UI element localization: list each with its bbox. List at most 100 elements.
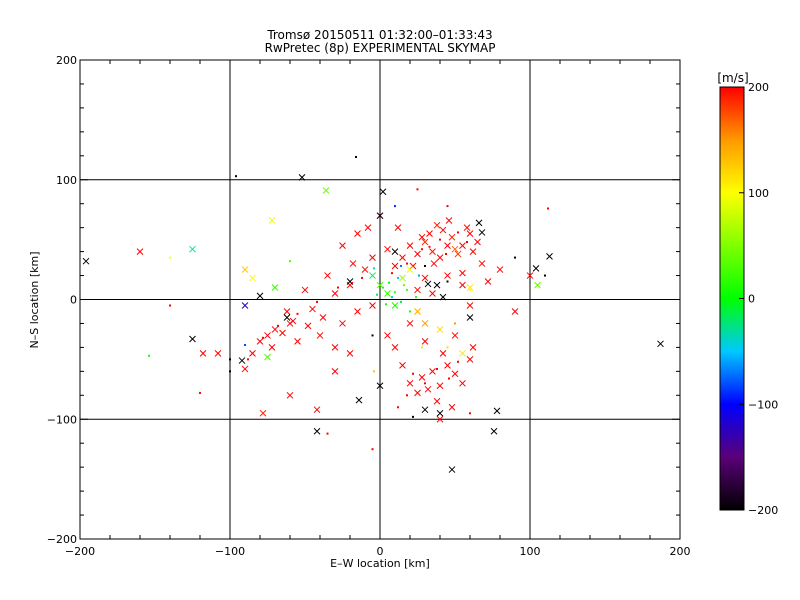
point-x-marker bbox=[313, 427, 321, 435]
point-x-stroke bbox=[346, 278, 354, 285]
point-x-stroke bbox=[430, 260, 438, 267]
point-dot-marker bbox=[446, 205, 449, 208]
point-x-stroke bbox=[421, 238, 429, 246]
point-x-stroke bbox=[399, 362, 406, 369]
point-x-stroke bbox=[424, 385, 432, 393]
point-dot-marker bbox=[421, 346, 423, 349]
point-x-stroke bbox=[433, 281, 441, 289]
x-tick-labels: −200 −100 0 100 200 bbox=[65, 545, 691, 558]
point-dot-marker bbox=[394, 291, 396, 294]
point-x-marker bbox=[418, 233, 426, 241]
point-x-marker bbox=[384, 290, 391, 297]
point-x-stroke bbox=[241, 302, 249, 309]
point-x-stroke bbox=[298, 174, 306, 181]
point-dot-marker bbox=[421, 248, 423, 251]
point-dot-marker bbox=[388, 281, 390, 284]
point-x-stroke bbox=[493, 407, 501, 415]
data-points bbox=[82, 155, 664, 473]
point-x-marker bbox=[331, 290, 339, 297]
point-x-stroke bbox=[391, 302, 399, 309]
point-x-stroke bbox=[534, 281, 541, 289]
point-x-marker bbox=[436, 409, 444, 417]
point-x-stroke bbox=[478, 260, 486, 267]
colorbar-tick-label: 100 bbox=[748, 187, 769, 200]
point-dot-marker bbox=[376, 293, 378, 296]
point-x-stroke bbox=[429, 248, 436, 255]
point-dot-marker bbox=[385, 303, 387, 306]
point-x-marker bbox=[421, 406, 429, 414]
point-x-stroke bbox=[361, 266, 369, 273]
point-dot-marker bbox=[547, 207, 549, 210]
point-dot-marker bbox=[316, 300, 318, 303]
point-x-marker bbox=[346, 278, 354, 285]
point-dot-marker bbox=[446, 280, 449, 283]
y-tick-label: 100 bbox=[56, 174, 77, 187]
point-x-marker bbox=[478, 260, 486, 267]
point-x-stroke bbox=[490, 427, 498, 435]
point-x-marker bbox=[421, 338, 429, 345]
point-x-stroke bbox=[271, 326, 279, 333]
point-x-stroke bbox=[376, 382, 384, 390]
point-x-marker bbox=[436, 382, 444, 390]
point-x-marker bbox=[399, 254, 406, 261]
point-x-marker bbox=[214, 350, 222, 357]
point-x-stroke bbox=[466, 284, 474, 291]
point-x-stroke bbox=[414, 308, 421, 315]
point-dot-marker bbox=[169, 304, 171, 307]
y-tick-label: 0 bbox=[70, 294, 77, 307]
point-x-marker bbox=[459, 379, 466, 387]
point-dot-marker bbox=[544, 274, 546, 277]
point-x-marker bbox=[429, 248, 436, 255]
point-x-stroke bbox=[391, 262, 399, 270]
axis-ticks bbox=[79, 59, 681, 540]
point-x-stroke bbox=[421, 338, 429, 345]
point-x-stroke bbox=[496, 266, 504, 273]
point-x-marker bbox=[136, 248, 144, 255]
point-x-marker bbox=[451, 332, 459, 339]
point-dot-marker bbox=[371, 334, 374, 337]
point-x-marker bbox=[448, 466, 456, 473]
point-x-stroke bbox=[241, 266, 249, 273]
point-x-marker bbox=[421, 320, 429, 327]
point-x-marker bbox=[399, 362, 406, 369]
point-x-stroke bbox=[304, 322, 312, 330]
x-tick-label: −200 bbox=[65, 545, 95, 558]
point-x-marker bbox=[448, 403, 456, 411]
point-dot-marker bbox=[400, 300, 402, 303]
point-x-stroke bbox=[301, 286, 309, 294]
point-x-stroke bbox=[406, 266, 414, 273]
point-x-marker bbox=[316, 332, 324, 339]
point-x-stroke bbox=[459, 281, 466, 289]
point-x-stroke bbox=[391, 344, 399, 351]
point-x-marker bbox=[439, 226, 447, 234]
point-x-marker bbox=[511, 308, 519, 315]
point-x-marker bbox=[459, 269, 466, 277]
point-x-marker bbox=[414, 389, 421, 397]
point-x-stroke bbox=[421, 320, 429, 327]
point-x-marker bbox=[346, 350, 354, 357]
point-x-stroke bbox=[448, 233, 456, 241]
point-dot-marker bbox=[391, 272, 393, 275]
point-x-marker bbox=[445, 217, 453, 224]
y-tick-label: −100 bbox=[47, 413, 77, 426]
point-dot-marker bbox=[289, 260, 291, 263]
point-x-marker bbox=[469, 344, 477, 351]
point-x-marker bbox=[264, 353, 271, 361]
point-x-stroke bbox=[451, 245, 459, 253]
point-dot-marker bbox=[446, 346, 449, 349]
point-x-stroke bbox=[418, 373, 426, 381]
point-x-stroke bbox=[259, 409, 267, 417]
point-x-marker bbox=[526, 272, 534, 279]
point-x-stroke bbox=[316, 332, 324, 339]
point-x-stroke bbox=[346, 350, 354, 357]
point-dot-marker bbox=[169, 256, 171, 259]
point-x-marker bbox=[451, 370, 459, 378]
point-x-stroke bbox=[466, 314, 474, 321]
point-x-marker bbox=[466, 356, 474, 363]
point-x-stroke bbox=[136, 248, 144, 255]
point-x-marker bbox=[82, 257, 90, 265]
point-x-marker bbox=[439, 350, 447, 357]
point-dot-marker bbox=[382, 286, 384, 289]
point-x-marker bbox=[238, 357, 246, 364]
